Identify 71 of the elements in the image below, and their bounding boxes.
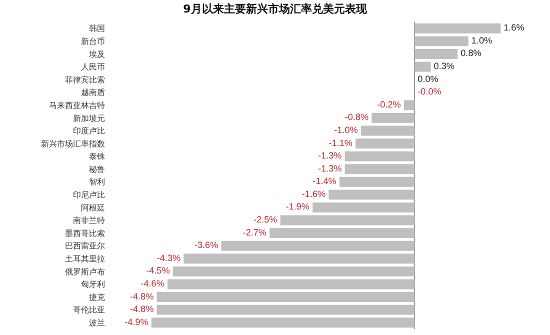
y-tick-label: 俄罗斯卢布 <box>65 267 105 276</box>
data-label: -0.0% <box>418 86 442 97</box>
bar <box>360 126 415 136</box>
data-label: 1.0% <box>471 35 492 46</box>
y-tick-label: 土耳其里拉 <box>65 254 105 264</box>
bar <box>414 48 458 59</box>
y-tick-label: 菲律宾比索 <box>65 75 105 84</box>
bar <box>312 202 415 212</box>
bar <box>280 215 415 226</box>
y-tick-label: 马来西亚林吉特 <box>49 100 105 110</box>
bar <box>372 112 415 123</box>
data-label: 0.0% <box>418 74 438 84</box>
y-tick-label: 波兰 <box>89 318 105 328</box>
data-label: 0.8% <box>460 48 482 58</box>
data-label: -1.3% <box>318 163 342 174</box>
y-tick-label: 南非兰特 <box>73 216 105 226</box>
data-label: -4.3% <box>156 252 181 263</box>
data-label: -0.2% <box>377 99 401 110</box>
y-tick-label: 智利 <box>89 178 105 187</box>
bar <box>156 292 415 302</box>
bar <box>328 190 415 200</box>
y-tick-label: 印尼卢比 <box>73 190 105 200</box>
data-label: -4.8% <box>130 291 154 302</box>
bar <box>172 266 415 276</box>
y-tick-label: 阿根廷 <box>81 203 105 212</box>
data-label: -4.6% <box>140 278 164 288</box>
data-label: -2.5% <box>254 214 278 225</box>
bar <box>151 318 415 328</box>
bar <box>356 138 415 149</box>
y-tick-label: 捷克 <box>89 292 105 302</box>
bar <box>414 36 468 46</box>
bar <box>270 228 415 238</box>
y-tick-label: 新兴市场汇率指数 <box>41 139 105 148</box>
bar <box>339 176 415 187</box>
y-tick-label: 人民币 <box>81 62 105 72</box>
bar <box>221 240 415 251</box>
y-tick-label: 秘鲁 <box>89 164 105 174</box>
bar <box>168 279 415 290</box>
data-label: -4.5% <box>146 266 170 276</box>
y-tick-label: 韩国 <box>89 24 105 34</box>
y-tick-label: 越南盾 <box>81 88 105 98</box>
data-label: -1.4% <box>312 176 336 186</box>
y-tick-label: 新台币 <box>81 36 105 46</box>
bar <box>156 304 415 315</box>
bar <box>344 164 415 174</box>
y-tick-label: 巴西雷亚尔 <box>65 242 105 251</box>
y-tick-label: 哥伦比亚 <box>73 306 105 315</box>
data-label: -1.3% <box>318 150 342 161</box>
data-label: -1.6% <box>302 188 326 199</box>
y-tick-label: 埃及 <box>88 50 105 59</box>
data-label: -4.9% <box>124 316 148 327</box>
chart-title: 9月以来主要新兴市场汇率兑美元表现 <box>183 2 368 16</box>
bar <box>414 23 501 34</box>
bar <box>404 100 415 110</box>
data-label: -1.0% <box>334 125 358 135</box>
data-label: -1.1% <box>328 138 352 148</box>
y-tick-label: 匈牙利 <box>81 280 105 290</box>
data-label: -4.8% <box>130 304 154 314</box>
data-label: -1.9% <box>286 202 310 212</box>
y-tick-label: 墨西哥比索 <box>65 228 105 238</box>
data-label: 0.3% <box>434 61 454 72</box>
data-label: 1.6% <box>504 22 524 33</box>
data-label: -3.6% <box>194 240 218 250</box>
bar <box>414 62 431 72</box>
data-label: -0.8% <box>344 112 369 122</box>
y-tick-label: 新加坡元 <box>73 114 105 123</box>
bar <box>184 254 415 264</box>
bar <box>344 151 415 162</box>
y-tick-label: 印度卢比 <box>73 126 105 136</box>
data-label: -2.7% <box>242 227 266 238</box>
y-tick-label: 泰铢 <box>89 152 105 162</box>
